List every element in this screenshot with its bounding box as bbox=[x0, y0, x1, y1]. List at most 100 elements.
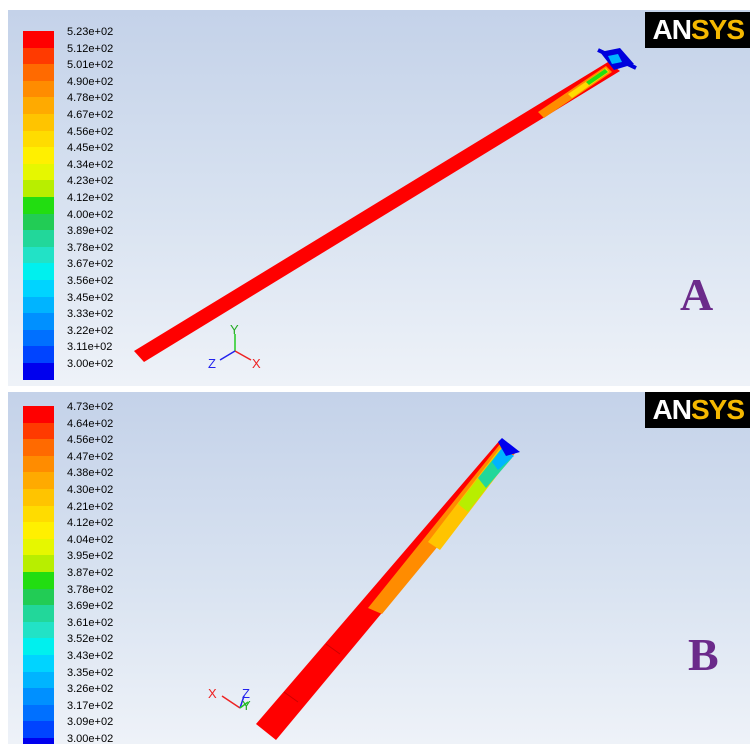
legend-swatch bbox=[23, 147, 54, 165]
temperature-contour-b: X Z Y bbox=[208, 438, 520, 740]
legend-swatch bbox=[23, 163, 54, 181]
legend-value: 4.67e+02 bbox=[67, 109, 114, 121]
legend-swatch bbox=[23, 655, 54, 672]
legend-swatch bbox=[23, 406, 54, 423]
legend-value: 4.56e+02 bbox=[67, 434, 114, 447]
logo-suffix-a: SYS bbox=[690, 14, 745, 45]
legend-value: 3.78e+02 bbox=[67, 241, 114, 254]
legend-swatch bbox=[23, 439, 54, 457]
legend-swatch bbox=[23, 230, 54, 248]
legend-swatch bbox=[23, 80, 54, 98]
legend-swatch bbox=[23, 180, 54, 198]
legend-swatch bbox=[23, 738, 54, 744]
legend-swatch bbox=[23, 688, 54, 706]
legend-swatch bbox=[23, 588, 54, 606]
legend-value: 4.90e+02 bbox=[67, 75, 114, 88]
legend-value: 3.35e+02 bbox=[67, 666, 114, 679]
legend-swatch bbox=[23, 721, 54, 739]
legend-value: 4.21e+02 bbox=[67, 500, 114, 513]
legend-swatch bbox=[23, 472, 54, 490]
legend-value: 3.09e+02 bbox=[67, 716, 114, 729]
axis-x-label-b: X bbox=[208, 686, 217, 701]
axis-y-label-b: Y bbox=[242, 698, 251, 713]
legend-value: 3.33e+02 bbox=[67, 308, 114, 321]
legend-value: 4.34e+02 bbox=[67, 158, 114, 171]
axis-z-label-b: Z bbox=[242, 686, 250, 701]
pipe-body-a bbox=[134, 62, 620, 362]
legend-value: 3.95e+02 bbox=[67, 550, 114, 563]
axis-y-label-a: Y bbox=[230, 322, 239, 337]
logo-prefix-b: AN bbox=[652, 394, 692, 425]
legend-value: 4.12e+02 bbox=[67, 192, 114, 204]
inlet-fitting-b bbox=[498, 438, 520, 456]
legend-value: 5.23e+02 bbox=[67, 26, 114, 38]
legend-swatch bbox=[23, 422, 54, 440]
legend-swatch bbox=[23, 522, 54, 540]
legend-swatch bbox=[23, 114, 54, 131]
legend-value: 3.26e+02 bbox=[67, 683, 114, 696]
legend-swatch bbox=[23, 329, 54, 347]
legend-value: 4.38e+02 bbox=[67, 467, 114, 480]
legend-swatch bbox=[23, 197, 54, 214]
legend-value: 3.22e+02 bbox=[67, 324, 114, 337]
legend-swatch bbox=[23, 313, 54, 331]
legend-value: 4.47e+02 bbox=[67, 450, 114, 463]
legend-value: 4.73e+02 bbox=[67, 401, 114, 413]
pipe-segment-line-b bbox=[325, 643, 341, 655]
legend-value: 3.00e+02 bbox=[67, 733, 114, 744]
logo-prefix-a: AN bbox=[652, 14, 692, 45]
contour-panel-a: Y X Z 5.23e+02 5.12e+02 5.01e+02 4.90e+02 4.… bbox=[8, 10, 750, 386]
legend-value: 4.04e+02 bbox=[67, 533, 114, 546]
ansys-logo-b: ANSYS bbox=[644, 392, 750, 428]
panel-letter-b: B bbox=[688, 629, 719, 680]
legend-swatch bbox=[23, 296, 54, 314]
legend-swatch bbox=[23, 489, 54, 506]
legend-swatch bbox=[23, 671, 54, 689]
legend-value: 3.45e+02 bbox=[67, 291, 114, 304]
legend-value: 4.12e+02 bbox=[67, 517, 114, 530]
axis-triad-a: Y X Z bbox=[208, 322, 261, 371]
pipe-cool-zone-a bbox=[586, 69, 608, 85]
ansys-logo-a: ANSYS bbox=[644, 12, 750, 48]
legend-value: 3.52e+02 bbox=[67, 633, 114, 646]
legend-value: 5.12e+02 bbox=[67, 42, 114, 55]
legend-swatch bbox=[23, 363, 54, 380]
legend-swatch bbox=[23, 621, 54, 639]
legend-value: 3.11e+02 bbox=[67, 341, 113, 354]
legend-value: 3.00e+02 bbox=[67, 358, 114, 370]
legend-value: 3.61e+02 bbox=[67, 616, 114, 629]
legend-swatch bbox=[23, 346, 54, 364]
legend-swatch bbox=[23, 704, 54, 722]
axis-z-label-a: Z bbox=[208, 356, 216, 371]
legend-swatch bbox=[23, 246, 54, 264]
legend-swatch bbox=[23, 505, 54, 523]
legend-value: 3.17e+02 bbox=[67, 699, 114, 712]
legend-value: 4.78e+02 bbox=[67, 92, 114, 105]
legend-value: 3.78e+02 bbox=[67, 583, 114, 596]
legend-swatch bbox=[23, 605, 54, 623]
logo-suffix-b: SYS bbox=[690, 394, 745, 425]
axis-triad-b: X Z Y bbox=[208, 686, 251, 713]
temperature-contour-a: Y X Z bbox=[134, 48, 637, 371]
legend-swatch bbox=[23, 64, 54, 82]
legend-value: 3.87e+02 bbox=[67, 567, 114, 579]
panel-letter-a: A bbox=[680, 269, 714, 320]
legend-swatch bbox=[23, 538, 54, 556]
inlet-fitting-a bbox=[597, 48, 637, 70]
legend-value: 3.67e+02 bbox=[67, 258, 114, 271]
legend-swatch bbox=[23, 130, 54, 148]
legend-value: 4.45e+02 bbox=[67, 142, 114, 155]
legend-swatch bbox=[23, 280, 54, 297]
legend-value: 4.56e+02 bbox=[67, 125, 114, 138]
legend-value: 5.01e+02 bbox=[67, 59, 114, 72]
legend-value: 3.56e+02 bbox=[67, 275, 114, 287]
legend-swatch bbox=[23, 31, 54, 48]
legend-swatch bbox=[23, 638, 54, 656]
legend-swatch bbox=[23, 555, 54, 573]
pipe-segment-line-b bbox=[283, 691, 299, 703]
legend-swatch bbox=[23, 47, 54, 65]
legend-value: 4.30e+02 bbox=[67, 484, 114, 496]
legend-value: 4.23e+02 bbox=[67, 175, 114, 188]
legend-value: 4.00e+02 bbox=[67, 208, 114, 221]
legend-swatch bbox=[23, 455, 54, 473]
